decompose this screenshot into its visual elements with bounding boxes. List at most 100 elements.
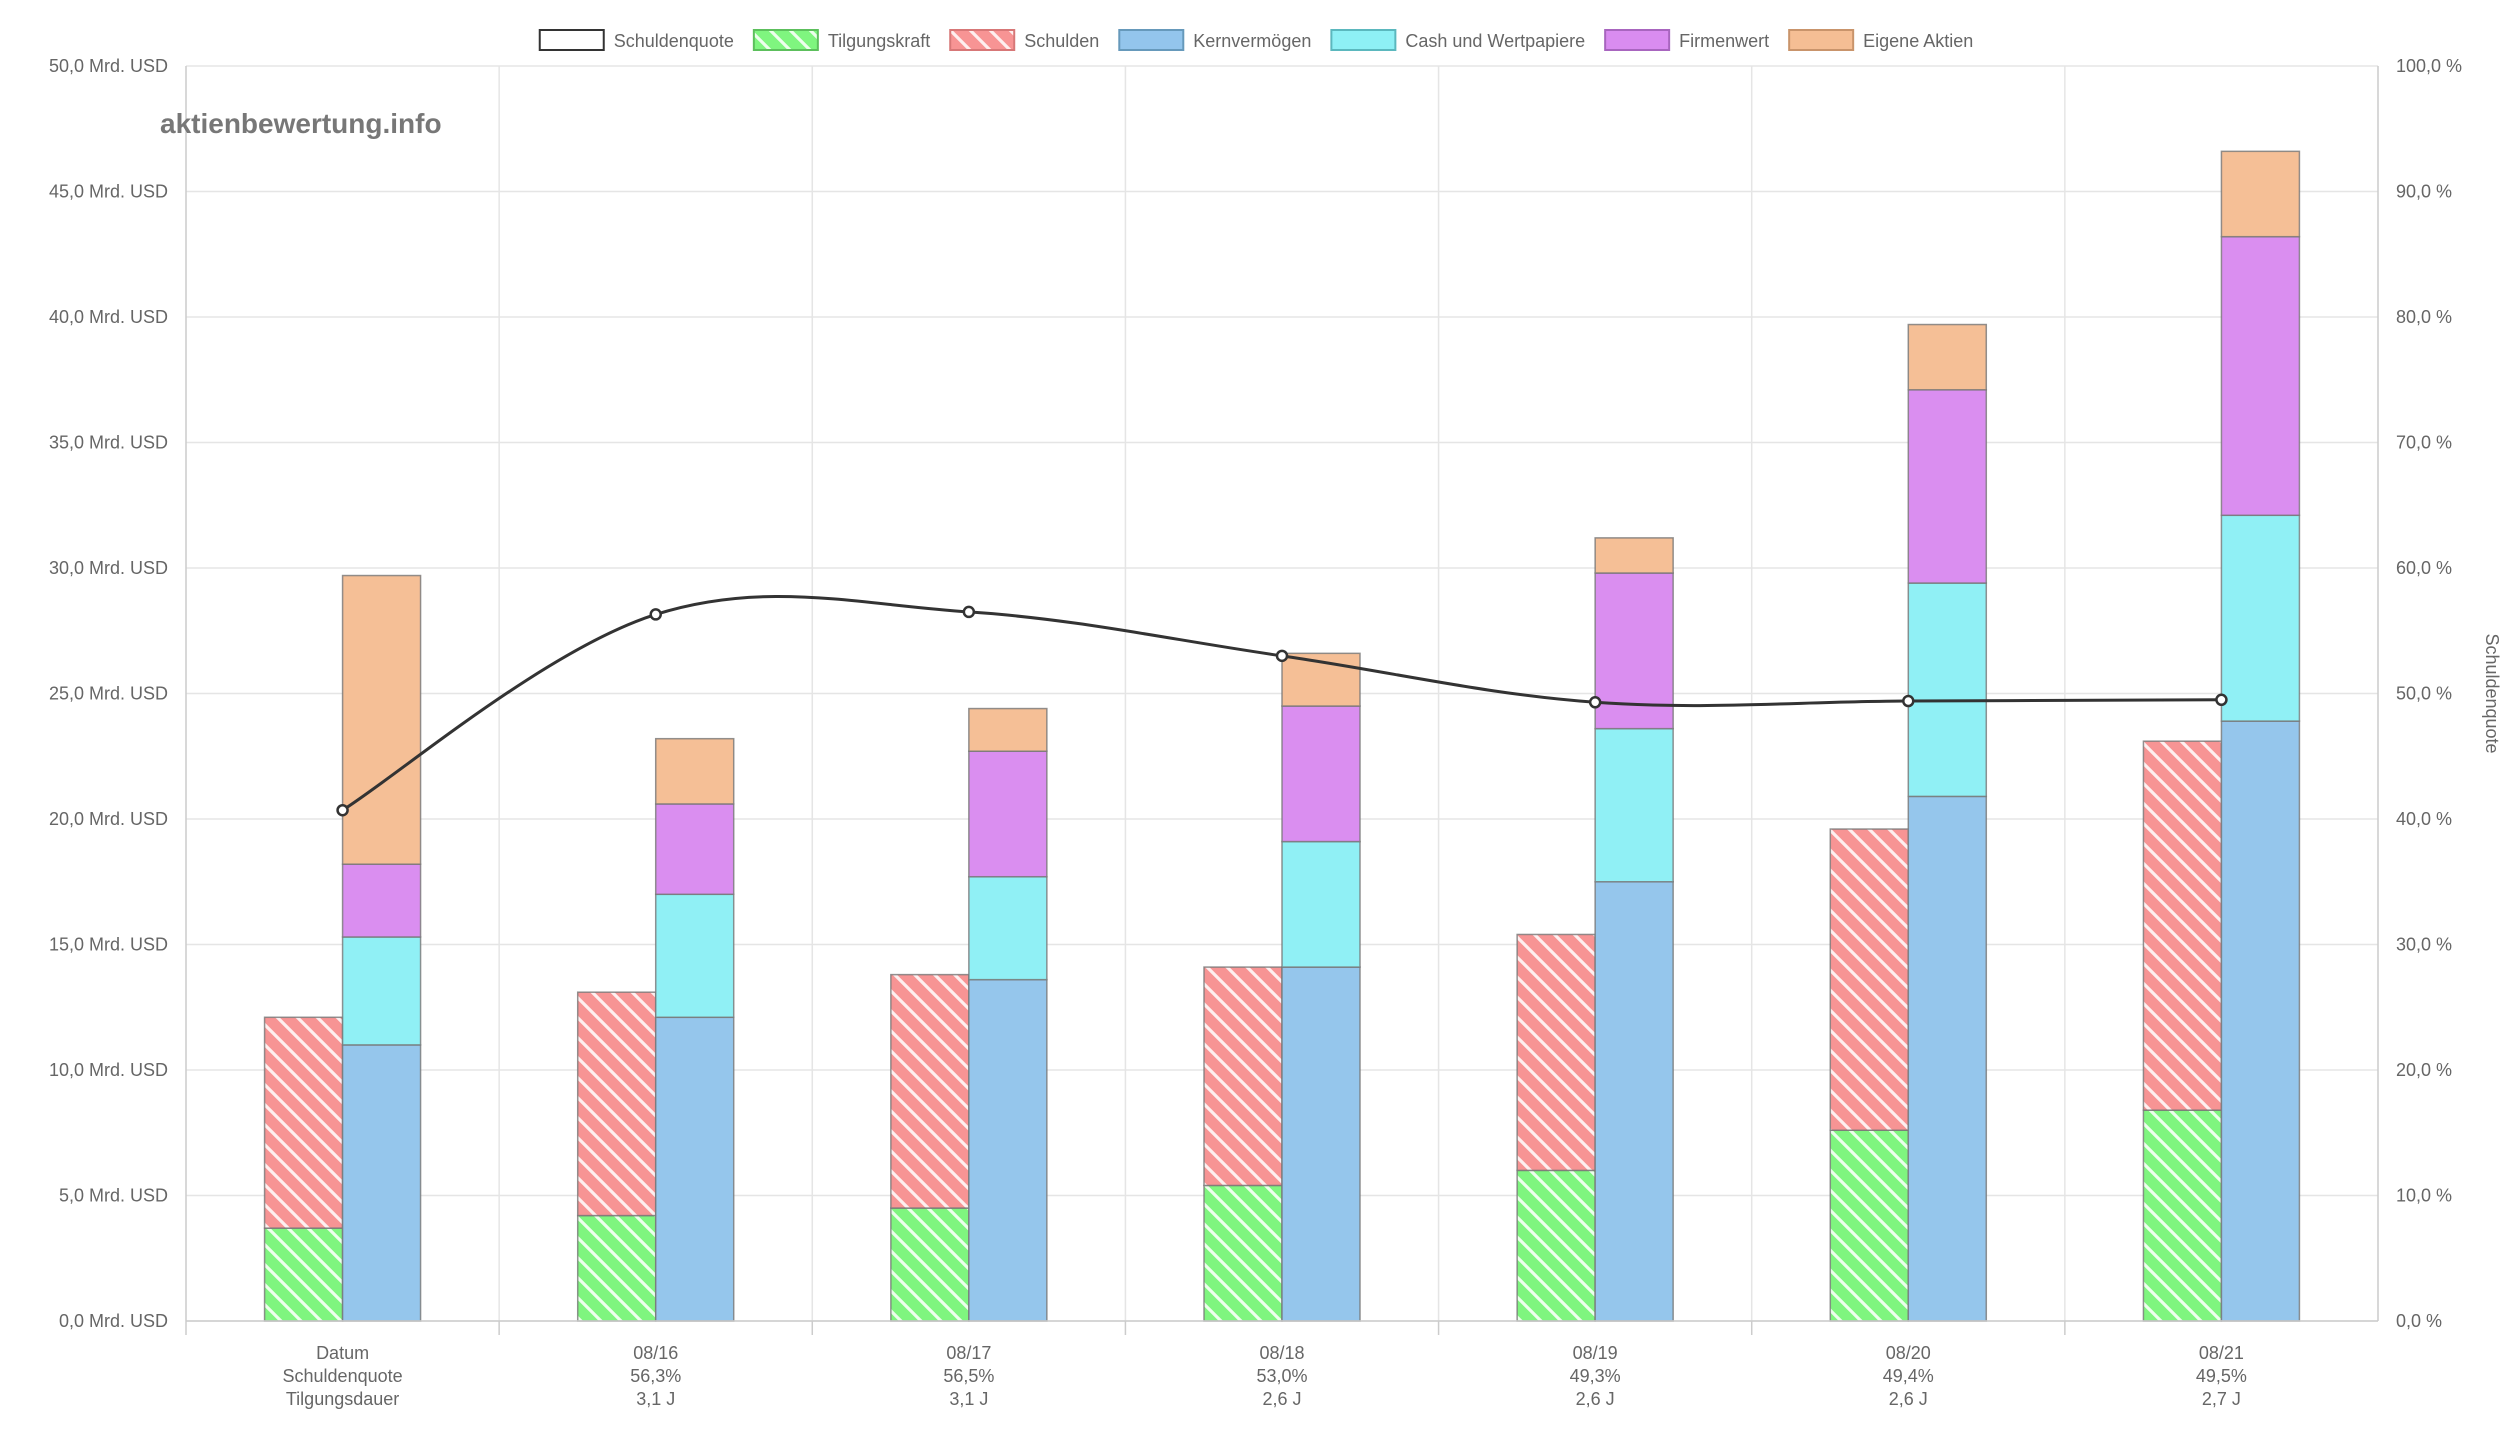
legend-swatch-schulden <box>949 29 1016 51</box>
y-left-tick-label: 45,0 Mrd. USD <box>49 182 168 202</box>
schuldenquote-point-4 <box>1588 696 1602 709</box>
bar-kernverm-gen-2 <box>968 978 1048 1322</box>
bars <box>263 150 2301 1322</box>
x-tick-label: 08/16 <box>633 1343 678 1363</box>
y-right-tick-label: 100,0 % <box>2396 56 2462 76</box>
x-tick-sublabel: 2,6 J <box>1889 1389 1928 1409</box>
bar-cash-und-wertpapiere-6 <box>2220 514 2301 722</box>
legend-swatch-schuldenquote <box>538 29 605 51</box>
y-left-tick-label: 20,0 Mrd. USD <box>49 809 168 829</box>
bar-cash-und-wertpapiere-0 <box>341 936 422 1046</box>
x-tick-sublabel: 2,7 J <box>2202 1389 2241 1409</box>
legend-item-eigene-aktien: Eigene Aktien <box>1788 29 1973 51</box>
y-left-tick-label: 0,0 Mrd. USD <box>59 1311 168 1331</box>
x-tick-sublabel: 56,5% <box>943 1366 994 1386</box>
y-right-tick-label: 20,0 % <box>2396 1060 2452 1080</box>
legend-item-kernverm-gen: Kernvermögen <box>1118 29 1311 51</box>
x-tick-label: 08/20 <box>1886 1343 1931 1363</box>
bar-kernverm-gen-5 <box>1907 795 1988 1322</box>
schuldenquote-line <box>336 594 2228 817</box>
x-tick-label: 08/19 <box>1573 1343 1618 1363</box>
bar-cash-und-wertpapiere-5 <box>1907 582 1988 798</box>
watermark: aktienbewertung.info <box>160 108 442 139</box>
x-tick-sublabel: 56,3% <box>630 1366 681 1386</box>
x-tick-sublabel: Tilgungsdauer <box>286 1389 399 1409</box>
y-right-tick-label: 80,0 % <box>2396 307 2452 327</box>
y-right-tick-label: 50,0 % <box>2396 684 2452 704</box>
bar-eigene-aktien-0 <box>341 574 422 865</box>
schuldenquote-point-2 <box>962 605 976 619</box>
bar-firmenwert-3 <box>1281 705 1361 843</box>
bar-tilgungskraft-2 <box>890 1207 970 1322</box>
y-right-tick-label: 70,0 % <box>2396 433 2452 453</box>
bar-tilgungskraft-0 <box>263 1227 344 1322</box>
legend: Schuldenquote Tilgungskraft Schulden Kernve… <box>538 29 1973 51</box>
x-tick-sublabel: 49,3% <box>1570 1366 1621 1386</box>
bar-tilgungskraft-4 <box>1516 1169 1596 1322</box>
legend-item-firmenwert: Firmenwert <box>1604 29 1769 51</box>
bar-firmenwert-6 <box>2220 235 2301 517</box>
bar-eigene-aktien-6 <box>2220 150 2301 238</box>
bar-kernverm-gen-0 <box>341 1044 422 1322</box>
legend-swatch-kernverm-gen <box>1118 29 1185 51</box>
x-tick-label: 08/18 <box>1259 1343 1304 1363</box>
bar-cash-und-wertpapiere-4 <box>1594 727 1674 883</box>
bar-firmenwert-0 <box>341 863 422 938</box>
bar-eigene-aktien-2 <box>968 707 1048 752</box>
x-tick-sublabel: 2,6 J <box>1262 1389 1301 1409</box>
legend-swatch-tilgungskraft <box>752 29 819 51</box>
y-left-tick-label: 30,0 Mrd. USD <box>49 558 168 578</box>
bar-eigene-aktien-4 <box>1594 537 1674 574</box>
y-left-tick-label: 10,0 Mrd. USD <box>49 1060 168 1080</box>
bar-kernverm-gen-1 <box>654 1016 735 1322</box>
schuldenquote-point-3 <box>1275 649 1289 663</box>
legend-swatch-eigene-aktien <box>1788 29 1855 51</box>
y-left-tick-label: 35,0 Mrd. USD <box>49 433 168 453</box>
schuldenquote-point-1 <box>649 608 662 621</box>
bar-kernverm-gen-3 <box>1281 966 1361 1322</box>
bar-schulden-4 <box>1516 933 1596 1172</box>
bar-cash-und-wertpapiere-1 <box>654 893 735 1019</box>
bar-schulden-5 <box>1829 828 1910 1131</box>
bar-firmenwert-5 <box>1907 389 1988 584</box>
bar-kernverm-gen-6 <box>2220 720 2301 1322</box>
bar-schulden-2 <box>890 973 970 1209</box>
legend-label-cash-und-wertpapiere: Cash und Wertpapiere <box>1405 31 1585 51</box>
bar-tilgungskraft-3 <box>1203 1184 1283 1322</box>
legend-item-schuldenquote: Schuldenquote <box>538 29 734 51</box>
x-tick-sublabel: 2,6 J <box>1576 1389 1615 1409</box>
y-left-tick-label: 25,0 Mrd. USD <box>49 684 168 704</box>
legend-label-tilgungskraft: Tilgungskraft <box>828 31 930 51</box>
bar-tilgungskraft-6 <box>2142 1109 2223 1322</box>
legend-item-cash-und-wertpapiere: Cash und Wertpapiere <box>1330 29 1585 51</box>
schuldenquote-point-5 <box>1902 694 1915 708</box>
legend-label-schuldenquote: Schuldenquote <box>614 31 734 51</box>
bar-schulden-0 <box>263 1016 344 1229</box>
y-right-tick-label: 0,0 % <box>2396 1311 2442 1331</box>
x-tick-sublabel: 49,5% <box>2196 1366 2247 1386</box>
bar-eigene-aktien-1 <box>654 737 735 805</box>
legend-label-firmenwert: Firmenwert <box>1679 31 1769 51</box>
y-right-tick-label: 60,0 % <box>2396 558 2452 578</box>
legend-item-schulden: Schulden <box>949 29 1099 51</box>
schuldenquote-point-0 <box>336 803 349 817</box>
y-left-tick-label: 40,0 Mrd. USD <box>49 307 168 327</box>
bar-firmenwert-1 <box>654 803 735 896</box>
bar-kernverm-gen-4 <box>1594 881 1674 1322</box>
x-tick-label: Datum <box>316 1343 369 1363</box>
y-left-tick-label: 50,0 Mrd. USD <box>49 56 168 76</box>
bar-cash-und-wertpapiere-3 <box>1281 840 1361 968</box>
bar-tilgungskraft-5 <box>1829 1129 1910 1322</box>
legend-label-kernverm-gen: Kernvermögen <box>1193 31 1311 51</box>
legend-label-eigene-aktien: Eigene Aktien <box>1863 31 1973 51</box>
legend-item-tilgungskraft: Tilgungskraft <box>752 29 930 51</box>
x-tick-label: 08/17 <box>946 1343 991 1363</box>
bar-schulden-1 <box>576 991 657 1217</box>
bar-schulden-3 <box>1203 966 1283 1187</box>
bar-schulden-6 <box>2142 740 2223 1111</box>
y-right-tick-label: 30,0 % <box>2396 935 2452 955</box>
axes: 0,0 Mrd. USD 5,0 Mrd. USD 10,0 Mrd. USD 15,… <box>49 56 2502 1409</box>
x-tick-sublabel: 49,4% <box>1883 1366 1934 1386</box>
